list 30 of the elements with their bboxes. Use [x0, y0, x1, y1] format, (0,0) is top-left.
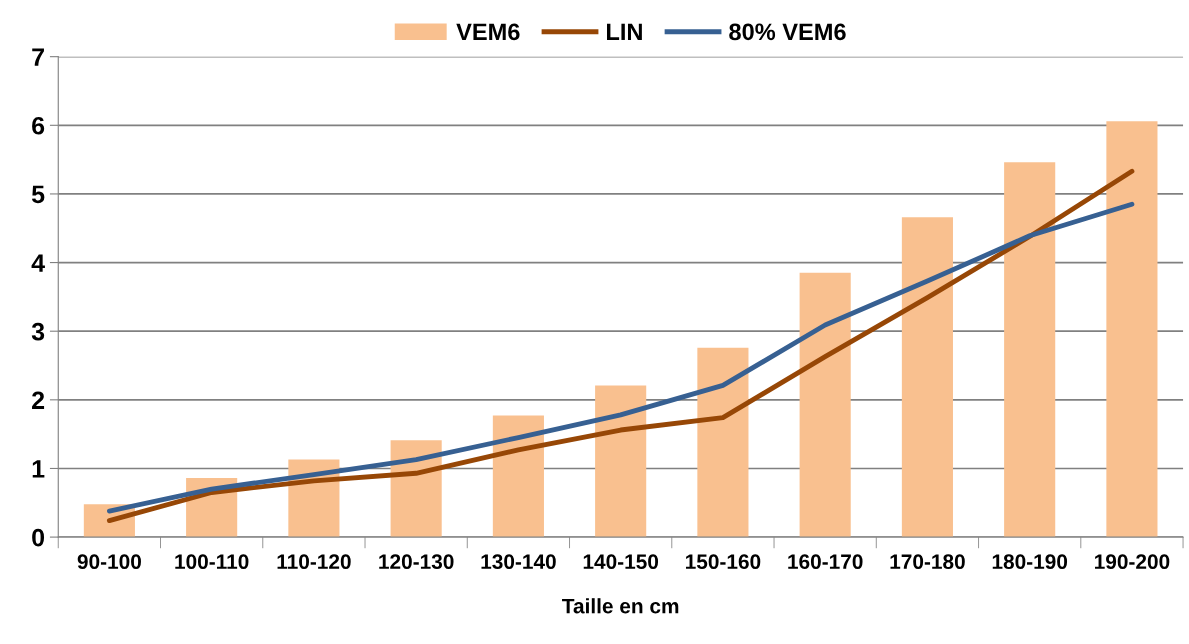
bar	[492, 415, 544, 538]
legend-label: 80% VEM6	[729, 23, 846, 41]
x-tick-label: 110-120	[277, 554, 351, 570]
bar	[1004, 162, 1056, 538]
bar	[1106, 121, 1158, 538]
bar	[901, 217, 953, 538]
x-tick-label: 90-100	[77, 554, 141, 570]
x-axis-title: Taille en cm	[562, 598, 679, 614]
bar	[799, 272, 851, 538]
x-tick-label: 140-150	[583, 554, 659, 570]
y-tick-label: 5	[31, 185, 45, 204]
x-tick-label: 190-200	[1095, 554, 1170, 570]
bar	[697, 347, 749, 538]
x-tick-label: 160-170	[788, 554, 863, 570]
x-tick-label: 150-160	[686, 554, 761, 570]
bar	[595, 385, 647, 538]
x-tick-label: 100-110	[175, 554, 249, 570]
legend-label: VEM6	[456, 23, 520, 41]
y-tick-label: 0	[32, 528, 45, 547]
x-tick-label: 180-190	[992, 554, 1068, 570]
y-tick-label: 6	[32, 116, 45, 135]
y-tick-label: 3	[31, 322, 45, 341]
x-tick-label: 120-130	[379, 554, 454, 570]
y-tick-label: 1	[32, 460, 45, 478]
legend-label: LIN	[607, 23, 642, 40]
y-tick-label: 4	[31, 254, 45, 272]
x-tick-label: 130-140	[481, 554, 556, 570]
y-tick-label: 7	[32, 48, 44, 66]
x-tick-label: 170-180	[890, 554, 965, 570]
y-tick-label: 2	[32, 391, 45, 409]
